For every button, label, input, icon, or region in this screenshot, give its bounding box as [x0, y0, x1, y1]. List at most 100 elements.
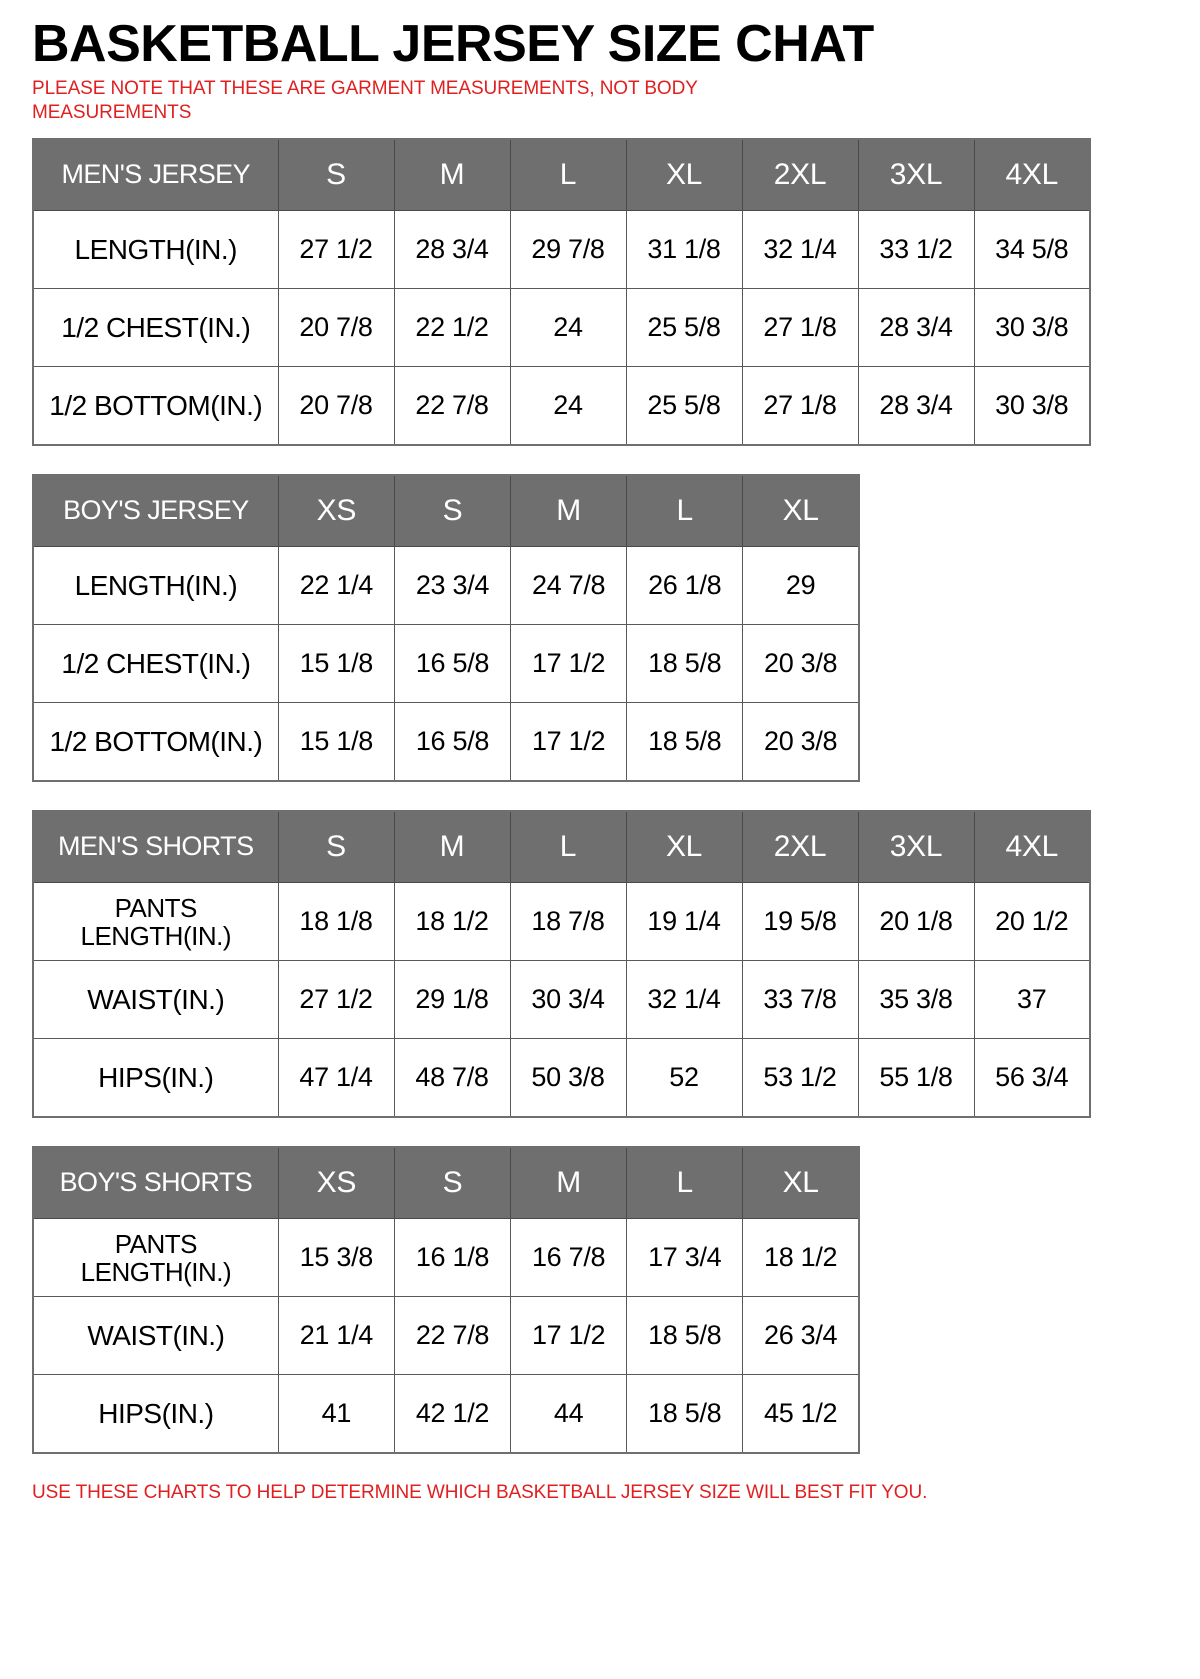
measurement-value: 35 3/8	[857, 960, 975, 1040]
measurement-value: 18 5/8	[626, 624, 744, 704]
measurement-value: 17 1/2	[510, 624, 628, 704]
measurement-label-line1: PANTS	[114, 1228, 198, 1259]
size-column-header: 3XL	[857, 138, 975, 212]
measurement-value: 55 1/8	[857, 1038, 975, 1118]
measurement-value: 30 3/8	[973, 288, 1091, 368]
table-row: 1/2 BOTTOM(IN.) 15 1/8 16 5/8 17 1/2 18 5/8 2…	[32, 702, 860, 782]
table-row: 1/2 BOTTOM(IN.) 20 7/8 22 7/8 24 25 5/8 27 1/…	[32, 366, 1091, 446]
measurement-value: 27 1/8	[741, 288, 859, 368]
measurement-value: 18 5/8	[626, 1296, 744, 1376]
measurement-value: 56 3/4	[973, 1038, 1091, 1118]
size-table-boys-shorts: BOY'S SHORTS XS S M L XL PANTS LENGTH(IN.) 15 3/…	[32, 1145, 860, 1454]
measurement-label: HIPS(IN.)	[32, 1374, 279, 1454]
measurement-value: 28 3/4	[857, 288, 975, 368]
measurement-value: 19 1/4	[625, 882, 743, 962]
measurement-value: 18 1/2	[393, 882, 511, 962]
measurement-label: 1/2 CHEST(IN.)	[32, 288, 279, 368]
size-column-header: L	[509, 810, 627, 884]
measurement-value: 16 5/8	[393, 624, 512, 704]
measurement-value: 15 1/8	[277, 624, 395, 704]
measurement-value: 17 1/2	[510, 702, 628, 782]
measurement-value: 32 1/4	[741, 210, 859, 290]
tables-container: MEN'S JERSEY S M L XL 2XL 3XL 4XL LENGTH(IN.) 27 …	[32, 137, 1170, 1454]
table-corner-label: MEN'S SHORTS	[32, 810, 279, 884]
measurement-value: 18 1/8	[277, 882, 395, 962]
measurement-value: 29 1/8	[393, 960, 511, 1040]
measurement-value: 22 7/8	[393, 366, 511, 446]
measurement-value: 26 3/4	[742, 1296, 860, 1376]
measurement-disclaimer: PLEASE NOTE THAT THESE ARE GARMENT MEASU…	[32, 78, 698, 124]
table-row: 1/2 CHEST(IN.) 20 7/8 22 1/2 24 25 5/8 27 1/8…	[32, 288, 1091, 368]
measurement-value: 44	[510, 1374, 628, 1454]
measurement-value: 32 1/4	[625, 960, 743, 1040]
measurement-value: 18 5/8	[626, 702, 744, 782]
size-column-header: 2XL	[741, 138, 859, 212]
measurement-value: 20 7/8	[277, 288, 395, 368]
measurement-value: 22 1/4	[277, 546, 395, 626]
measurement-value: 20 3/8	[742, 624, 860, 704]
size-column-header: M	[510, 474, 628, 548]
measurement-value: 20 1/8	[857, 882, 975, 962]
size-column-header: S	[393, 474, 512, 548]
measurement-value: 30 3/8	[973, 366, 1091, 446]
size-column-header: XL	[625, 810, 743, 884]
size-column-header: XL	[742, 474, 860, 548]
table-corner-label: MEN'S JERSEY	[32, 138, 279, 212]
size-table-mens-jersey: MEN'S JERSEY S M L XL 2XL 3XL 4XL LENGTH(IN.) 27 …	[32, 137, 1091, 446]
measurement-label: PANTS LENGTH(IN.)	[32, 1218, 279, 1298]
table-header-row: MEN'S SHORTS S M L XL 2XL 3XL 4XL	[32, 810, 1091, 884]
size-table-boys-jersey: BOY'S JERSEY XS S M L XL LENGTH(IN.) 22 1/4 23 3…	[32, 473, 860, 782]
measurement-label: 1/2 BOTTOM(IN.)	[32, 366, 279, 446]
size-table-mens-shorts: MEN'S SHORTS S M L XL 2XL 3XL 4XL PANTS LENGTH(IN…	[32, 809, 1091, 1118]
measurement-label: WAIST(IN.)	[32, 1296, 279, 1376]
table-row: 1/2 CHEST(IN.) 15 1/8 16 5/8 17 1/2 18 5/8 20…	[32, 624, 860, 704]
measurement-value: 34 5/8	[973, 210, 1091, 290]
measurement-value: 42 1/2	[393, 1374, 512, 1454]
measurement-value: 29	[742, 546, 860, 626]
size-column-header: S	[277, 810, 395, 884]
table-row: LENGTH(IN.) 22 1/4 23 3/4 24 7/8 26 1/8 29	[32, 546, 860, 626]
measurement-label: HIPS(IN.)	[32, 1038, 279, 1118]
measurement-value: 20 3/8	[742, 702, 860, 782]
size-column-header: 4XL	[973, 810, 1091, 884]
measurement-value: 26 1/8	[626, 546, 744, 626]
measurement-value: 28 3/4	[393, 210, 511, 290]
table-header-row: MEN'S JERSEY S M L XL 2XL 3XL 4XL	[32, 138, 1091, 212]
size-column-header: L	[509, 138, 627, 212]
measurement-value: 17 1/2	[510, 1296, 628, 1376]
size-column-header: M	[393, 810, 511, 884]
measurement-value: 30 3/4	[509, 960, 627, 1040]
measurement-value: 24 7/8	[510, 546, 628, 626]
measurement-value: 16 5/8	[393, 702, 512, 782]
measurement-value: 20 1/2	[973, 882, 1091, 962]
measurement-label: 1/2 CHEST(IN.)	[32, 624, 279, 704]
measurement-value: 21 1/4	[277, 1296, 395, 1376]
measurement-value: 48 7/8	[393, 1038, 511, 1118]
measurement-label: 1/2 BOTTOM(IN.)	[32, 702, 279, 782]
measurement-value: 19 5/8	[741, 882, 859, 962]
measurement-value: 37	[973, 960, 1091, 1040]
size-column-header: XS	[277, 1146, 395, 1220]
table-corner-label: BOY'S SHORTS	[32, 1146, 279, 1220]
measurement-label-line2: LENGTH(IN.)	[80, 920, 232, 951]
measurement-value: 31 1/8	[625, 210, 743, 290]
size-column-header: XS	[277, 474, 395, 548]
measurement-value: 16 1/8	[393, 1218, 512, 1298]
measurement-value: 50 3/8	[509, 1038, 627, 1118]
table-row: LENGTH(IN.) 27 1/2 28 3/4 29 7/8 31 1/8 32 1/…	[32, 210, 1091, 290]
size-column-header: S	[277, 138, 395, 212]
size-column-header: M	[510, 1146, 628, 1220]
measurement-value: 45 1/2	[742, 1374, 860, 1454]
measurement-value: 28 3/4	[857, 366, 975, 446]
measurement-value: 27 1/8	[741, 366, 859, 446]
size-column-header: S	[393, 1146, 512, 1220]
chart-footer-note: USE THESE CHARTS TO HELP DETERMINE WHICH…	[32, 1481, 928, 1503]
measurement-value: 20 7/8	[277, 366, 395, 446]
table-header-row: BOY'S SHORTS XS S M L XL	[32, 1146, 860, 1220]
table-row: HIPS(IN.) 41 42 1/2 44 18 5/8 45 1/2	[32, 1374, 860, 1454]
table-corner-label: BOY'S JERSEY	[32, 474, 279, 548]
measurement-value: 25 5/8	[625, 288, 743, 368]
table-row: WAIST(IN.) 27 1/2 29 1/8 30 3/4 32 1/4 33 7/8…	[32, 960, 1091, 1040]
size-column-header: L	[626, 1146, 744, 1220]
measurement-value: 18 1/2	[742, 1218, 860, 1298]
